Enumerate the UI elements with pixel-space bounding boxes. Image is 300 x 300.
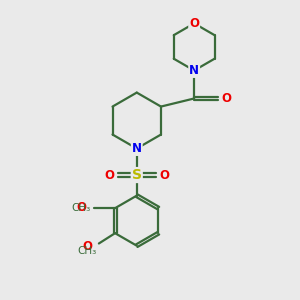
Text: S: S [132,168,142,182]
Text: O: O [76,201,86,214]
Text: CH₃: CH₃ [71,203,90,213]
Text: O: O [104,169,114,182]
Text: O: O [222,92,232,105]
Text: O: O [159,169,169,182]
Text: CH₃: CH₃ [78,246,97,256]
Text: N: N [132,142,142,155]
Text: N: N [189,64,199,77]
Text: O: O [83,240,93,253]
Text: O: O [189,17,199,30]
